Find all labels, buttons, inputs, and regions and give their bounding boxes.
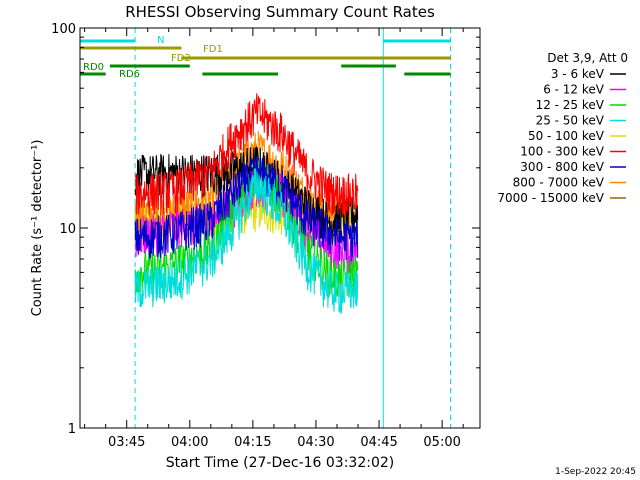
x-tick-label-5: 05:00: [423, 435, 460, 450]
plot-area: [79, 28, 452, 428]
series-line-3: [134, 168, 359, 314]
x-tick-label-1: 04:00: [171, 435, 208, 450]
y-axis-label: Count Rate (s⁻¹ detector⁻¹): [30, 140, 45, 317]
x-tick-label-4: 04:45: [360, 435, 397, 450]
legend-label-2: 12 - 25 keV: [536, 98, 605, 112]
legend-label-4: 50 - 100 keV: [528, 129, 605, 143]
x-tick-label-3: 04:30: [297, 435, 334, 450]
y-tick-label-1: 10: [59, 222, 76, 237]
legend-label-7: 800 - 7000 keV: [513, 176, 605, 190]
legend-label-1: 6 - 12 keV: [543, 83, 605, 97]
legend-label-3: 25 - 50 keV: [536, 114, 605, 128]
y-tick-label-2: 100: [51, 22, 76, 37]
flag-label-rd0: RD0: [83, 62, 104, 73]
x-axis-label: Start Time (27-Dec-16 03:32:02): [166, 455, 394, 471]
flag-label-n: N: [157, 35, 164, 46]
legend-label-0: 3 - 6 keV: [551, 67, 605, 81]
chart-title: RHESSI Observing Summary Count Rates: [125, 3, 435, 21]
x-tick-label-2: 04:15: [234, 435, 271, 450]
series-line-5: [134, 93, 359, 217]
flag-label-fd2: FD2: [171, 53, 191, 64]
legend-label-5: 100 - 300 keV: [520, 145, 604, 159]
flag-label-fd1: FD1: [203, 44, 223, 55]
x-tick-label-0: 03:45: [108, 435, 145, 450]
flag-bars: N FD1 FD2 RD0 RD6: [80, 35, 451, 80]
legend-title: Det 3,9, Att 0: [547, 51, 628, 65]
flag-label-rd6: RD6: [119, 69, 140, 80]
y-tick-label-0: 1: [68, 422, 76, 437]
timestamp: 1-Sep-2022 20:45: [555, 467, 636, 477]
axes: 03:45 04:00 04:15 04:30 04:45 05:00 1 10 100: [51, 22, 480, 450]
legend-label-8: 7000 - 15000 keV: [497, 191, 604, 205]
legend-label-6: 300 - 800 keV: [520, 160, 604, 174]
